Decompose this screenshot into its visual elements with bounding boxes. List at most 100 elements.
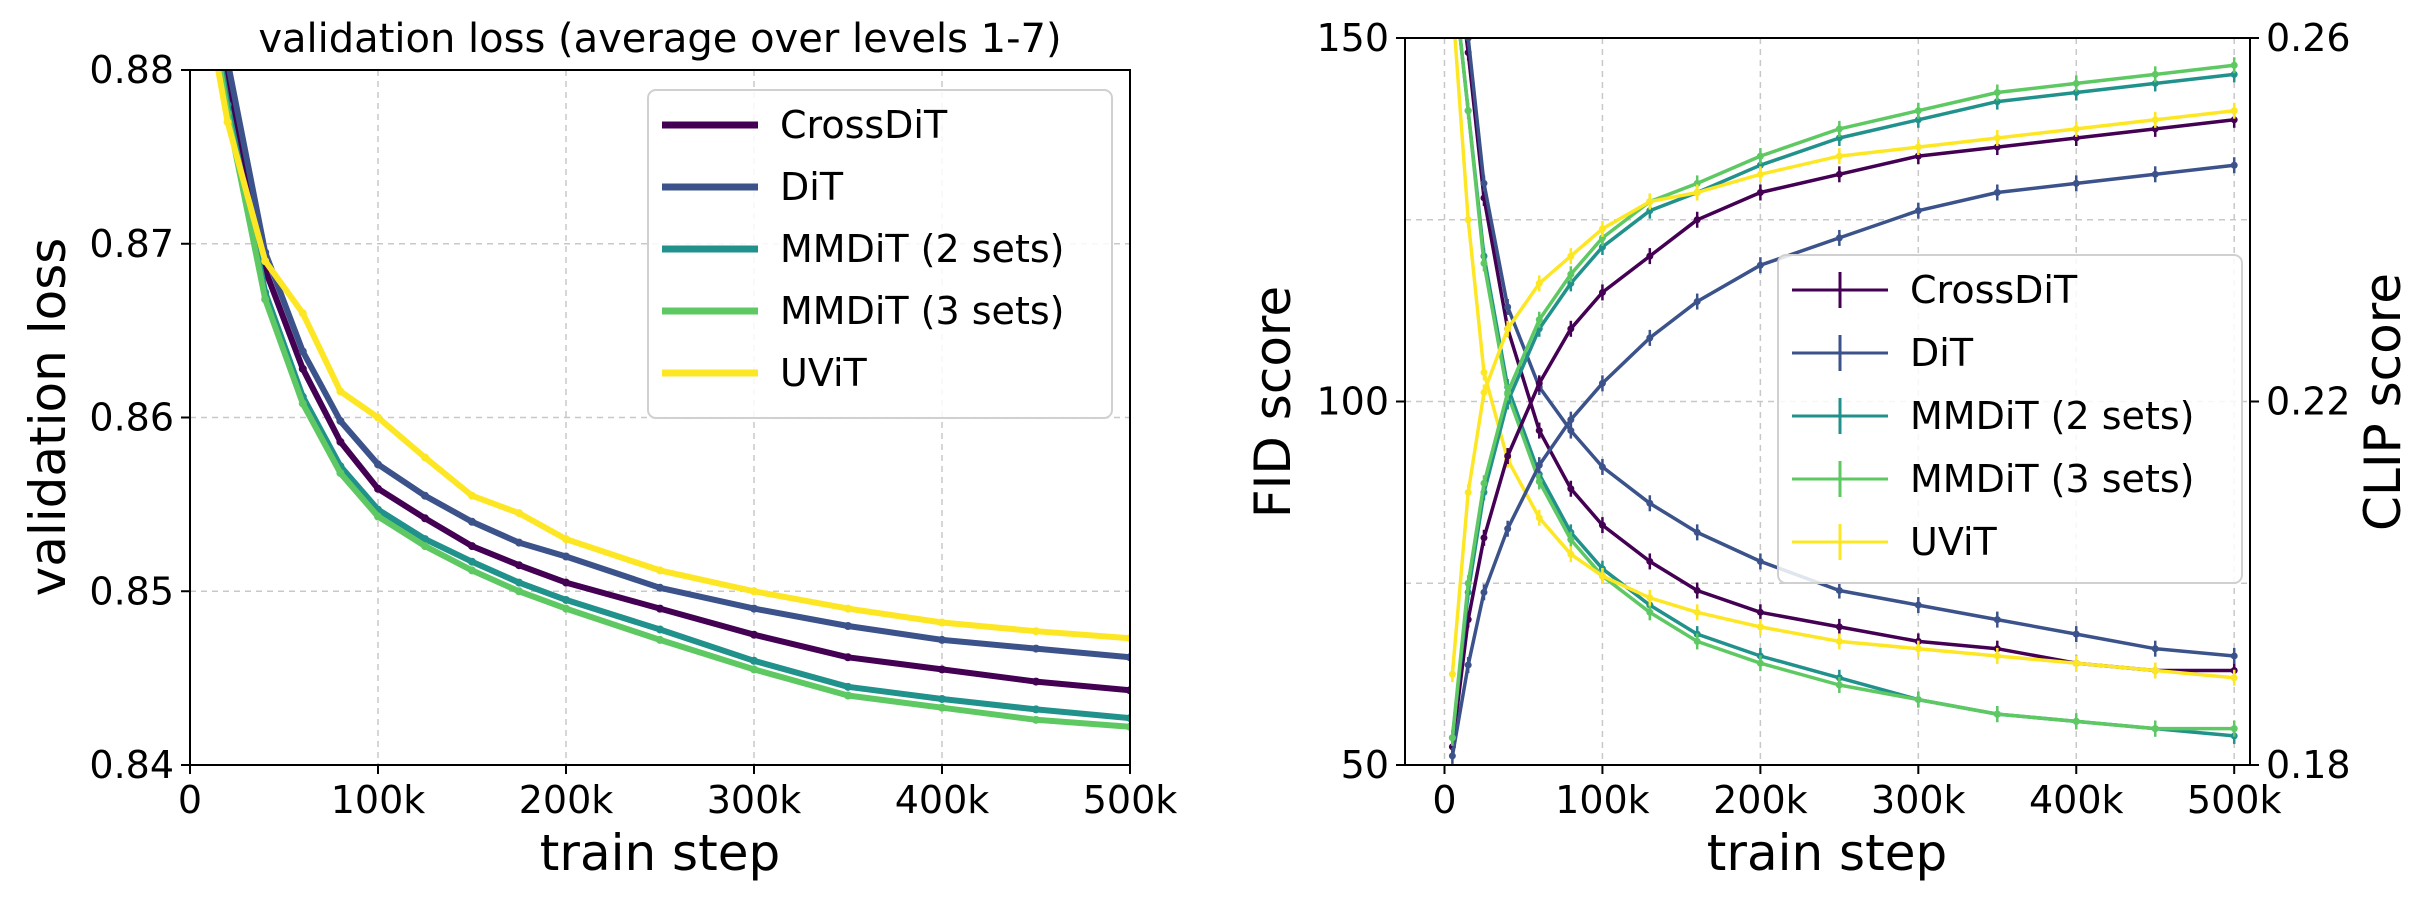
left-point-mmdit-3-sets (656, 635, 664, 644)
right-legend-label-mmdit-3-sets: MMDiT (3 sets) (1910, 457, 2194, 501)
clip-point-uvit (1756, 170, 1764, 178)
clip-point-mmdit-3-sets (1480, 479, 1488, 487)
clip-point-mmdit-2-sets (2230, 70, 2238, 78)
clip-point-mmdit-3-sets (1914, 107, 1922, 115)
clip-point-crossdit (1756, 188, 1764, 196)
fid-point-dit (2072, 630, 2080, 638)
fid-point-mmdit-3-sets (1756, 659, 1764, 667)
clip-line-mmdit-2-sets (1450, 72, 2235, 738)
clip-point-uvit (2072, 125, 2080, 133)
left-point-crossdit (374, 484, 382, 493)
left-point-crossdit (298, 364, 307, 373)
clip-point-dit (1504, 525, 1512, 533)
right-y-tick-label: 150 (1316, 16, 1389, 60)
left-point-dit (562, 552, 570, 561)
fid-point-mmdit-3-sets (1993, 710, 2001, 718)
left-point-dit (224, 57, 232, 65)
clip-point-crossdit (1693, 216, 1701, 224)
left-x-axis-label: train step (540, 824, 780, 882)
clip-point-uvit (2151, 116, 2159, 124)
clip-point-uvit (1914, 143, 1922, 151)
clip-point-uvit (1835, 152, 1843, 160)
clip-point-dit (2151, 170, 2159, 178)
clip-point-mmdit-3-sets (1693, 179, 1701, 187)
left-point-mmdit-3-sets (562, 604, 570, 613)
left-y-tick-label: 0.88 (89, 48, 174, 92)
left-series-line-crossdit (221, 70, 1130, 694)
left-point-uvit (421, 453, 429, 462)
fid-point-crossdit (1646, 557, 1654, 565)
right-legend-label-crossdit: CrossDiT (1910, 268, 2078, 312)
clip-point-dit (1993, 188, 2001, 196)
clip-point-dit (1835, 234, 1843, 242)
clip-point-crossdit (1993, 143, 2001, 151)
clip-point-crossdit (1646, 252, 1654, 260)
left-legend: CrossDiT DiT MMDiT (2 sets) MMDiT (3 sets) U… (647, 89, 1113, 419)
fid-point-mmdit-3-sets (1914, 696, 1922, 704)
fid-point-mmdit-3-sets (1567, 536, 1575, 544)
clip-point-mmdit-2-sets (2072, 89, 2080, 97)
clip-point-mmdit-3-sets (1504, 388, 1512, 396)
clip-point-mmdit-3-sets (1756, 152, 1764, 160)
left-series (215, 57, 1130, 731)
left-y-axis-label: validation loss (19, 238, 77, 597)
left-point-mmdit-2-sets (515, 578, 523, 587)
left-point-mmdit-2-sets (750, 656, 758, 665)
clip-point-dit (1598, 379, 1606, 387)
left-point-uvit (938, 618, 946, 627)
left-legend-label-crossdit: CrossDiT (780, 103, 948, 147)
right-y2-tick-label: 0.26 (2266, 16, 2351, 60)
clip-point-crossdit (1567, 325, 1575, 333)
fid-point-mmdit-3-sets (2230, 725, 2238, 733)
left-point-crossdit (938, 665, 946, 674)
fid-point-uvit (1449, 0, 1456, 5)
left-point-dit (844, 622, 852, 630)
left-point-dit (938, 635, 946, 644)
fid-point-uvit (1535, 514, 1543, 522)
fid-point-crossdit (1693, 587, 1701, 595)
fid-point-dit (2230, 652, 2238, 660)
left-point-mmdit-3-sets (938, 703, 946, 712)
right-x-tick-label: 200k (1713, 778, 1808, 822)
left-point-mmdit-3-sets (374, 512, 382, 521)
clip-point-uvit (1448, 670, 1456, 678)
right-x-tick-label: 0 (1432, 778, 1456, 822)
left-point-uvit (223, 118, 232, 127)
left-x-tick-label: 300k (707, 778, 802, 822)
right-y2-axis-label: CLIP score (2354, 273, 2412, 531)
left-point-uvit (261, 257, 270, 266)
right-x-tick-label: 500k (2187, 778, 2282, 822)
clip-point-crossdit (1535, 379, 1543, 387)
clip-point-mmdit-2-sets (1756, 161, 1764, 169)
left-point-mmdit-2-sets (938, 694, 946, 703)
right-legend-box (1777, 254, 2243, 584)
left-point-mmdit-3-sets (336, 469, 345, 478)
clip-point-crossdit (1598, 288, 1606, 296)
clip-point-mmdit-3-sets (1535, 316, 1543, 324)
clip-point-crossdit (1480, 534, 1488, 542)
fid-point-uvit (1464, 216, 1472, 224)
clip-point-uvit (1464, 488, 1472, 496)
clip-point-mmdit-2-sets (1993, 98, 2001, 106)
fid-point-uvit (2151, 666, 2159, 674)
fid-line-crossdit (1464, 38, 2235, 673)
clip-line-dit (1450, 163, 2235, 757)
left-point-uvit (374, 413, 382, 422)
clip-point-crossdit (1914, 152, 1922, 160)
clip-line-mmdit-3-sets (1450, 63, 2235, 738)
left-point-crossdit (336, 437, 345, 446)
clip-point-dit (1914, 207, 1922, 215)
right-series (1448, 0, 2238, 764)
fid-point-mmdit-3-sets (1835, 681, 1843, 689)
left-point-crossdit (656, 604, 664, 613)
left-y-tick-label: 0.87 (89, 222, 174, 266)
left-point-mmdit-2-sets (844, 682, 852, 691)
left-series-line-uvit (215, 70, 1130, 642)
fid-point-uvit (2230, 674, 2238, 682)
left-x-tick-label: 0 (178, 778, 202, 822)
clip-point-dit (1535, 461, 1543, 469)
clip-point-dit (1480, 588, 1488, 596)
right-legend: CrossDiT DiT MMDiT (2 sets) MMDiT (3 sets) U… (1777, 254, 2243, 584)
fid-point-dit (1504, 303, 1512, 311)
